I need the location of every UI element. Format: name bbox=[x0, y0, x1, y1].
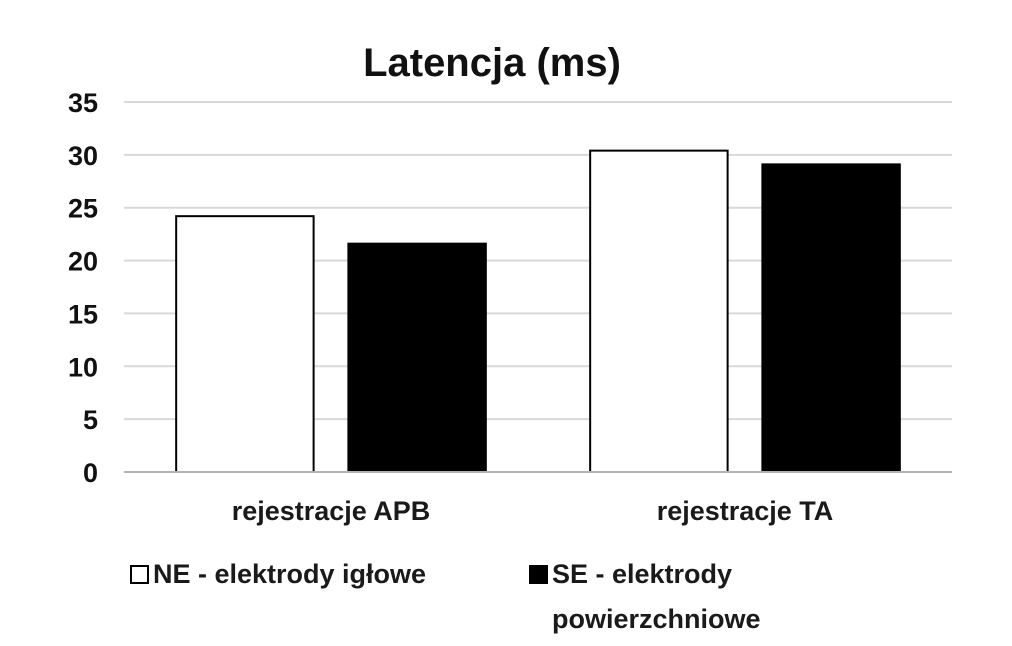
y-tick-label-25: 25 bbox=[68, 194, 98, 224]
y-tick-label-20: 20 bbox=[68, 247, 98, 277]
legend: NE - elektrody igłowe SE - elektrody pow… bbox=[130, 559, 761, 634]
legend-swatch-ne bbox=[130, 565, 149, 584]
bars bbox=[175, 149, 901, 473]
bar-se-ta bbox=[761, 163, 901, 473]
y-tick-label-30: 30 bbox=[68, 141, 98, 171]
y-tick-label-5: 5 bbox=[83, 405, 98, 435]
x-category-label-1: rejestracje APB bbox=[232, 496, 431, 526]
y-axis-ticks: 0 5 10 15 20 25 30 35 bbox=[68, 88, 98, 488]
legend-label-se-line2: powierzchniowe bbox=[552, 604, 761, 634]
x-axis-categories: rejestracje APB rejestracje TA bbox=[232, 496, 834, 526]
bar-ne-ta bbox=[589, 149, 729, 473]
y-tick-label-15: 15 bbox=[68, 299, 98, 329]
bar-ne-apb bbox=[175, 215, 315, 473]
chart-title: Latencja (ms) bbox=[363, 41, 621, 85]
legend-label-se-line1: SE - elektrody bbox=[552, 559, 732, 589]
legend-item-ne: NE - elektrody igłowe bbox=[130, 559, 426, 589]
legend-label-ne: NE - elektrody igłowe bbox=[153, 559, 426, 589]
y-tick-label-10: 10 bbox=[68, 352, 98, 382]
bar-se-apb bbox=[347, 242, 487, 473]
y-tick-label-0: 0 bbox=[83, 458, 98, 488]
y-tick-label-35: 35 bbox=[68, 88, 98, 118]
legend-item-se: SE - elektrody powierzchniowe bbox=[529, 559, 761, 634]
legend-swatch-se bbox=[529, 565, 548, 584]
x-category-label-2: rejestracje TA bbox=[657, 496, 834, 526]
